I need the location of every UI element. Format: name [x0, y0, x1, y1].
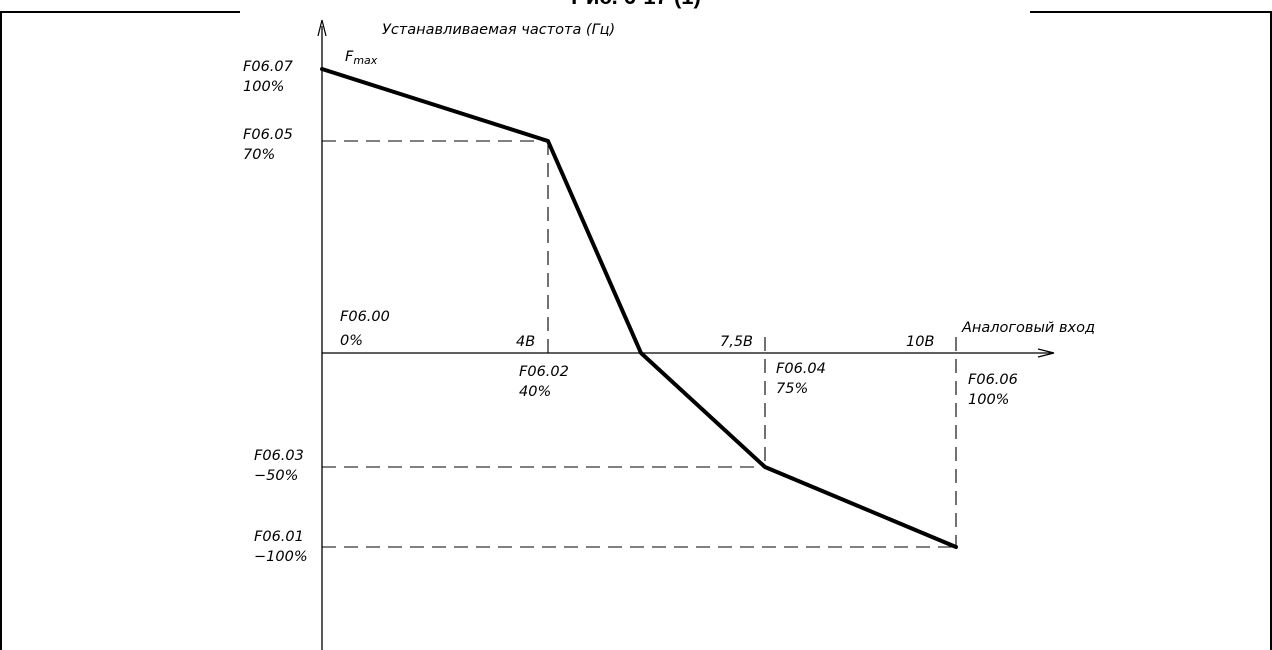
label-f0605-value: 70% [243, 147, 275, 163]
x-axis-arrow [1037, 348, 1055, 358]
label-f0601-value: −100% [254, 549, 308, 565]
label-f0603-value: −50% [254, 468, 298, 484]
fmax-label: Fmax [345, 49, 378, 67]
label-f0602-value: 40% [519, 384, 551, 400]
tick-4v: 4В [516, 334, 535, 350]
tick-7-5v: 7,5В [720, 334, 753, 350]
label-f0600-code: F06.00 [340, 309, 390, 325]
tick-10v: 10В [906, 334, 934, 350]
y-axis-label: Устанавливаемая частота (Гц) [382, 22, 615, 38]
label-f0607-value: 100% [243, 79, 284, 95]
label-f0603-code: F06.03 [254, 448, 304, 464]
figure-caption: Рис. 6-17 (1) [0, 0, 1272, 10]
frequency-curve [320, 67, 958, 549]
label-f0601-code: F06.01 [254, 529, 304, 545]
label-f0606-value: 100% [968, 392, 1009, 408]
label-f0605-code: F06.05 [243, 127, 293, 143]
label-f0607-code: F06.07 [243, 59, 294, 75]
label-f0604-code: F06.04 [776, 361, 826, 377]
label-f0602-code: F06.02 [519, 364, 569, 380]
label-f0606-code: F06.06 [968, 372, 1018, 388]
y-axis-arrow [317, 19, 327, 37]
x-axis-label: Аналоговый вход [961, 320, 1095, 336]
label-f0604-value: 75% [776, 381, 808, 397]
label-f0600-value: 0% [340, 333, 363, 349]
